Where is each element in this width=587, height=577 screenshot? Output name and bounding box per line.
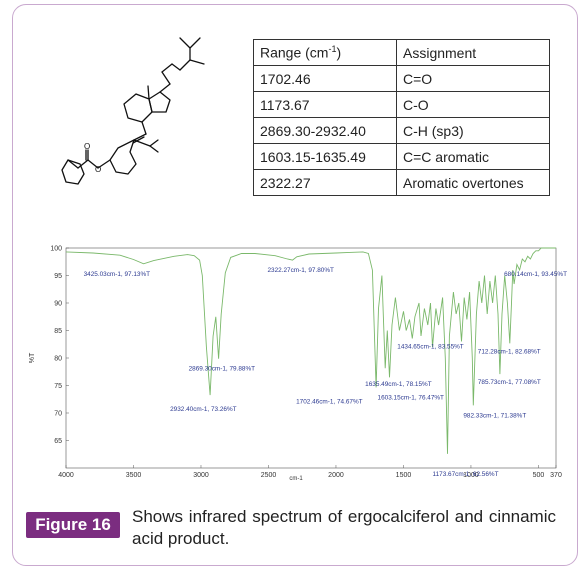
y-tick-label: 100 [50, 246, 62, 253]
table-row: 2869.30-2932.40 C-H (sp3) [253, 117, 550, 144]
x-tick-label: 500 [533, 472, 545, 479]
peak-label: 2932.40cm-1, 73.26%T [170, 406, 237, 413]
x-tick-label: 4000 [58, 472, 74, 479]
range-cell: 1603.15-1635.49 [253, 143, 397, 170]
range-cell: 1173.67 [253, 91, 397, 118]
x-tick-label: 2000 [328, 472, 344, 479]
molecule-structure-diagram: O O [61, 37, 205, 185]
assignment-cell: C-H (sp3) [396, 117, 550, 144]
range-cell: 2869.30-2932.40 [253, 117, 397, 144]
carbonyl-oxygen-text: O [84, 142, 90, 151]
x-tick-label: 2500 [261, 472, 277, 479]
assignment-cell: Aromatic overtones [396, 169, 550, 196]
y-tick-label: 90 [54, 301, 62, 308]
table-row: 1173.67 C-O [253, 91, 550, 118]
ester-oxygen-text: O [95, 165, 101, 174]
table-header-row: Range (cm-1) Assignment [253, 39, 550, 66]
range-column-header: Range (cm-1) [253, 39, 397, 66]
x-tick-label: 3000 [193, 472, 209, 479]
peak-label: 2869.30cm-1, 79.88%T [189, 366, 256, 373]
table-row: 1702.46 C=O [253, 65, 550, 92]
peak-label: 1603.15cm-1, 76.47%T [378, 394, 445, 401]
assignment-cell: C-O [396, 91, 550, 118]
x-tick-label: 1000 [463, 472, 479, 479]
y-tick-label: 80 [54, 356, 62, 363]
plot-area-frame [65, 247, 557, 469]
table-row: 1603.15-1635.49 C=C aromatic [253, 143, 550, 170]
y-tick-label: 95 [54, 273, 62, 280]
assignment-cell: C=C aromatic [396, 143, 550, 170]
range-cell: 2322.27 [253, 169, 397, 196]
x-axis-ticks: 4000 3500 3000 2500 2000 1500 1000 500 370 [58, 465, 562, 479]
ir-spectrum-chart: 100 95 90 85 80 75 70 65 4000 3500 3000 2500 2000 15… [29, 246, 567, 483]
x-axis-label: cm-1 [289, 476, 303, 482]
y-axis-label: %T [29, 352, 36, 363]
y-tick-label: 65 [54, 438, 62, 445]
assignment-column-header: Assignment [396, 39, 550, 66]
peak-label: 785.73cm-1, 77.08%T [478, 379, 541, 386]
assignment-table: Range (cm-1) Assignment 1702.46 C=O 1173… [253, 39, 550, 196]
x-tick-label: 3500 [126, 472, 142, 479]
y-tick-label: 70 [54, 411, 62, 418]
figure-caption: Shows infrared spectrum of ergocalcifero… [132, 507, 556, 548]
peak-label: 3425.03cm-1, 97.13%T [84, 271, 151, 278]
x-tick-label: 1500 [396, 472, 412, 479]
spectrum-line [65, 247, 556, 454]
peak-annotations: 3425.03cm-1, 97.13%T 2322.27cm-1, 97.80%T… [84, 267, 567, 478]
peak-label: 1635.49cm-1, 78.15%T [365, 381, 432, 388]
range-cell: 1702.46 [253, 65, 397, 92]
peak-label: 2322.27cm-1, 97.80%T [267, 267, 334, 274]
peak-label: 982.33cm-1, 71.38%T [463, 412, 526, 419]
peak-label: 1173.67cm-1, 62.56%T [433, 471, 499, 478]
assignment-cell: C=O [396, 65, 550, 92]
peak-label: 712.28cm-1, 82.68%T [478, 348, 541, 355]
peak-label: 680.14cm-1, 93.45%T [504, 271, 567, 278]
x-tick-label: 370 [550, 472, 562, 479]
figure-label: Figure 16 [26, 512, 120, 538]
table-row: 2322.27 Aromatic overtones [253, 169, 550, 196]
peak-label: 1702.46cm-1, 74.67%T [296, 398, 363, 405]
y-tick-label: 85 [54, 328, 62, 335]
peak-label: 1434.65cm-1, 83.55%T [397, 343, 464, 350]
y-axis-ticks: 100 95 90 85 80 75 70 65 [50, 246, 69, 445]
y-tick-label: 75 [54, 383, 62, 390]
